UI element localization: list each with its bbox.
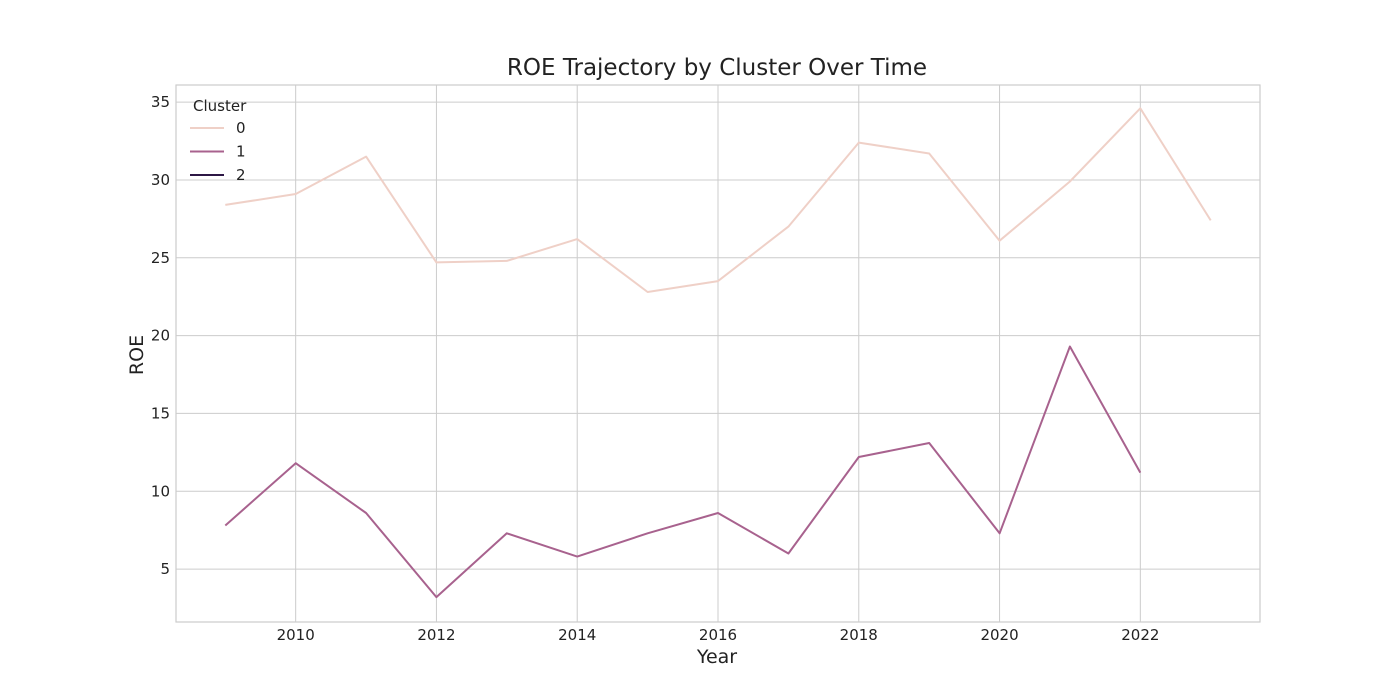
series-lines bbox=[224, 107, 1212, 599]
legend-label-cluster-2: 2 bbox=[236, 166, 246, 184]
legend-title: Cluster bbox=[193, 97, 247, 115]
y-tick-label: 20 bbox=[151, 327, 170, 345]
chart-title: ROE Trajectory by Cluster Over Time bbox=[507, 55, 927, 81]
x-tick-label: 2018 bbox=[840, 626, 878, 644]
x-tick-label: 2014 bbox=[558, 626, 596, 644]
x-tick-label: 2016 bbox=[699, 626, 737, 644]
x-tick-labels: 2010 2012 2014 2016 2018 2020 2022 bbox=[277, 626, 1160, 644]
y-tick-label: 30 bbox=[151, 171, 170, 189]
y-tick-labels: 5 10 15 20 25 30 35 bbox=[151, 93, 170, 578]
y-tick-label: 10 bbox=[151, 482, 170, 500]
x-tick-label: 2012 bbox=[417, 626, 455, 644]
y-tick-label: 35 bbox=[151, 93, 170, 111]
y-tick-label: 15 bbox=[151, 404, 170, 422]
series-line-cluster-0 bbox=[225, 107, 1212, 293]
plot-frame bbox=[175, 84, 1261, 623]
legend: Cluster 0 1 2 bbox=[190, 97, 247, 184]
x-tick-label: 2010 bbox=[277, 626, 315, 644]
legend-label-cluster-1: 1 bbox=[236, 143, 246, 161]
x-axis-label: Year bbox=[696, 646, 737, 668]
x-tick-label: 2020 bbox=[980, 626, 1018, 644]
series-line-cluster-1 bbox=[224, 345, 1142, 599]
y-tick-label: 25 bbox=[151, 249, 170, 267]
legend-label-cluster-0: 0 bbox=[236, 119, 246, 137]
grid-lines bbox=[176, 85, 1260, 622]
x-tick-label: 2022 bbox=[1121, 626, 1159, 644]
y-tick-label: 5 bbox=[160, 560, 170, 578]
y-axis-label: ROE bbox=[126, 335, 148, 375]
